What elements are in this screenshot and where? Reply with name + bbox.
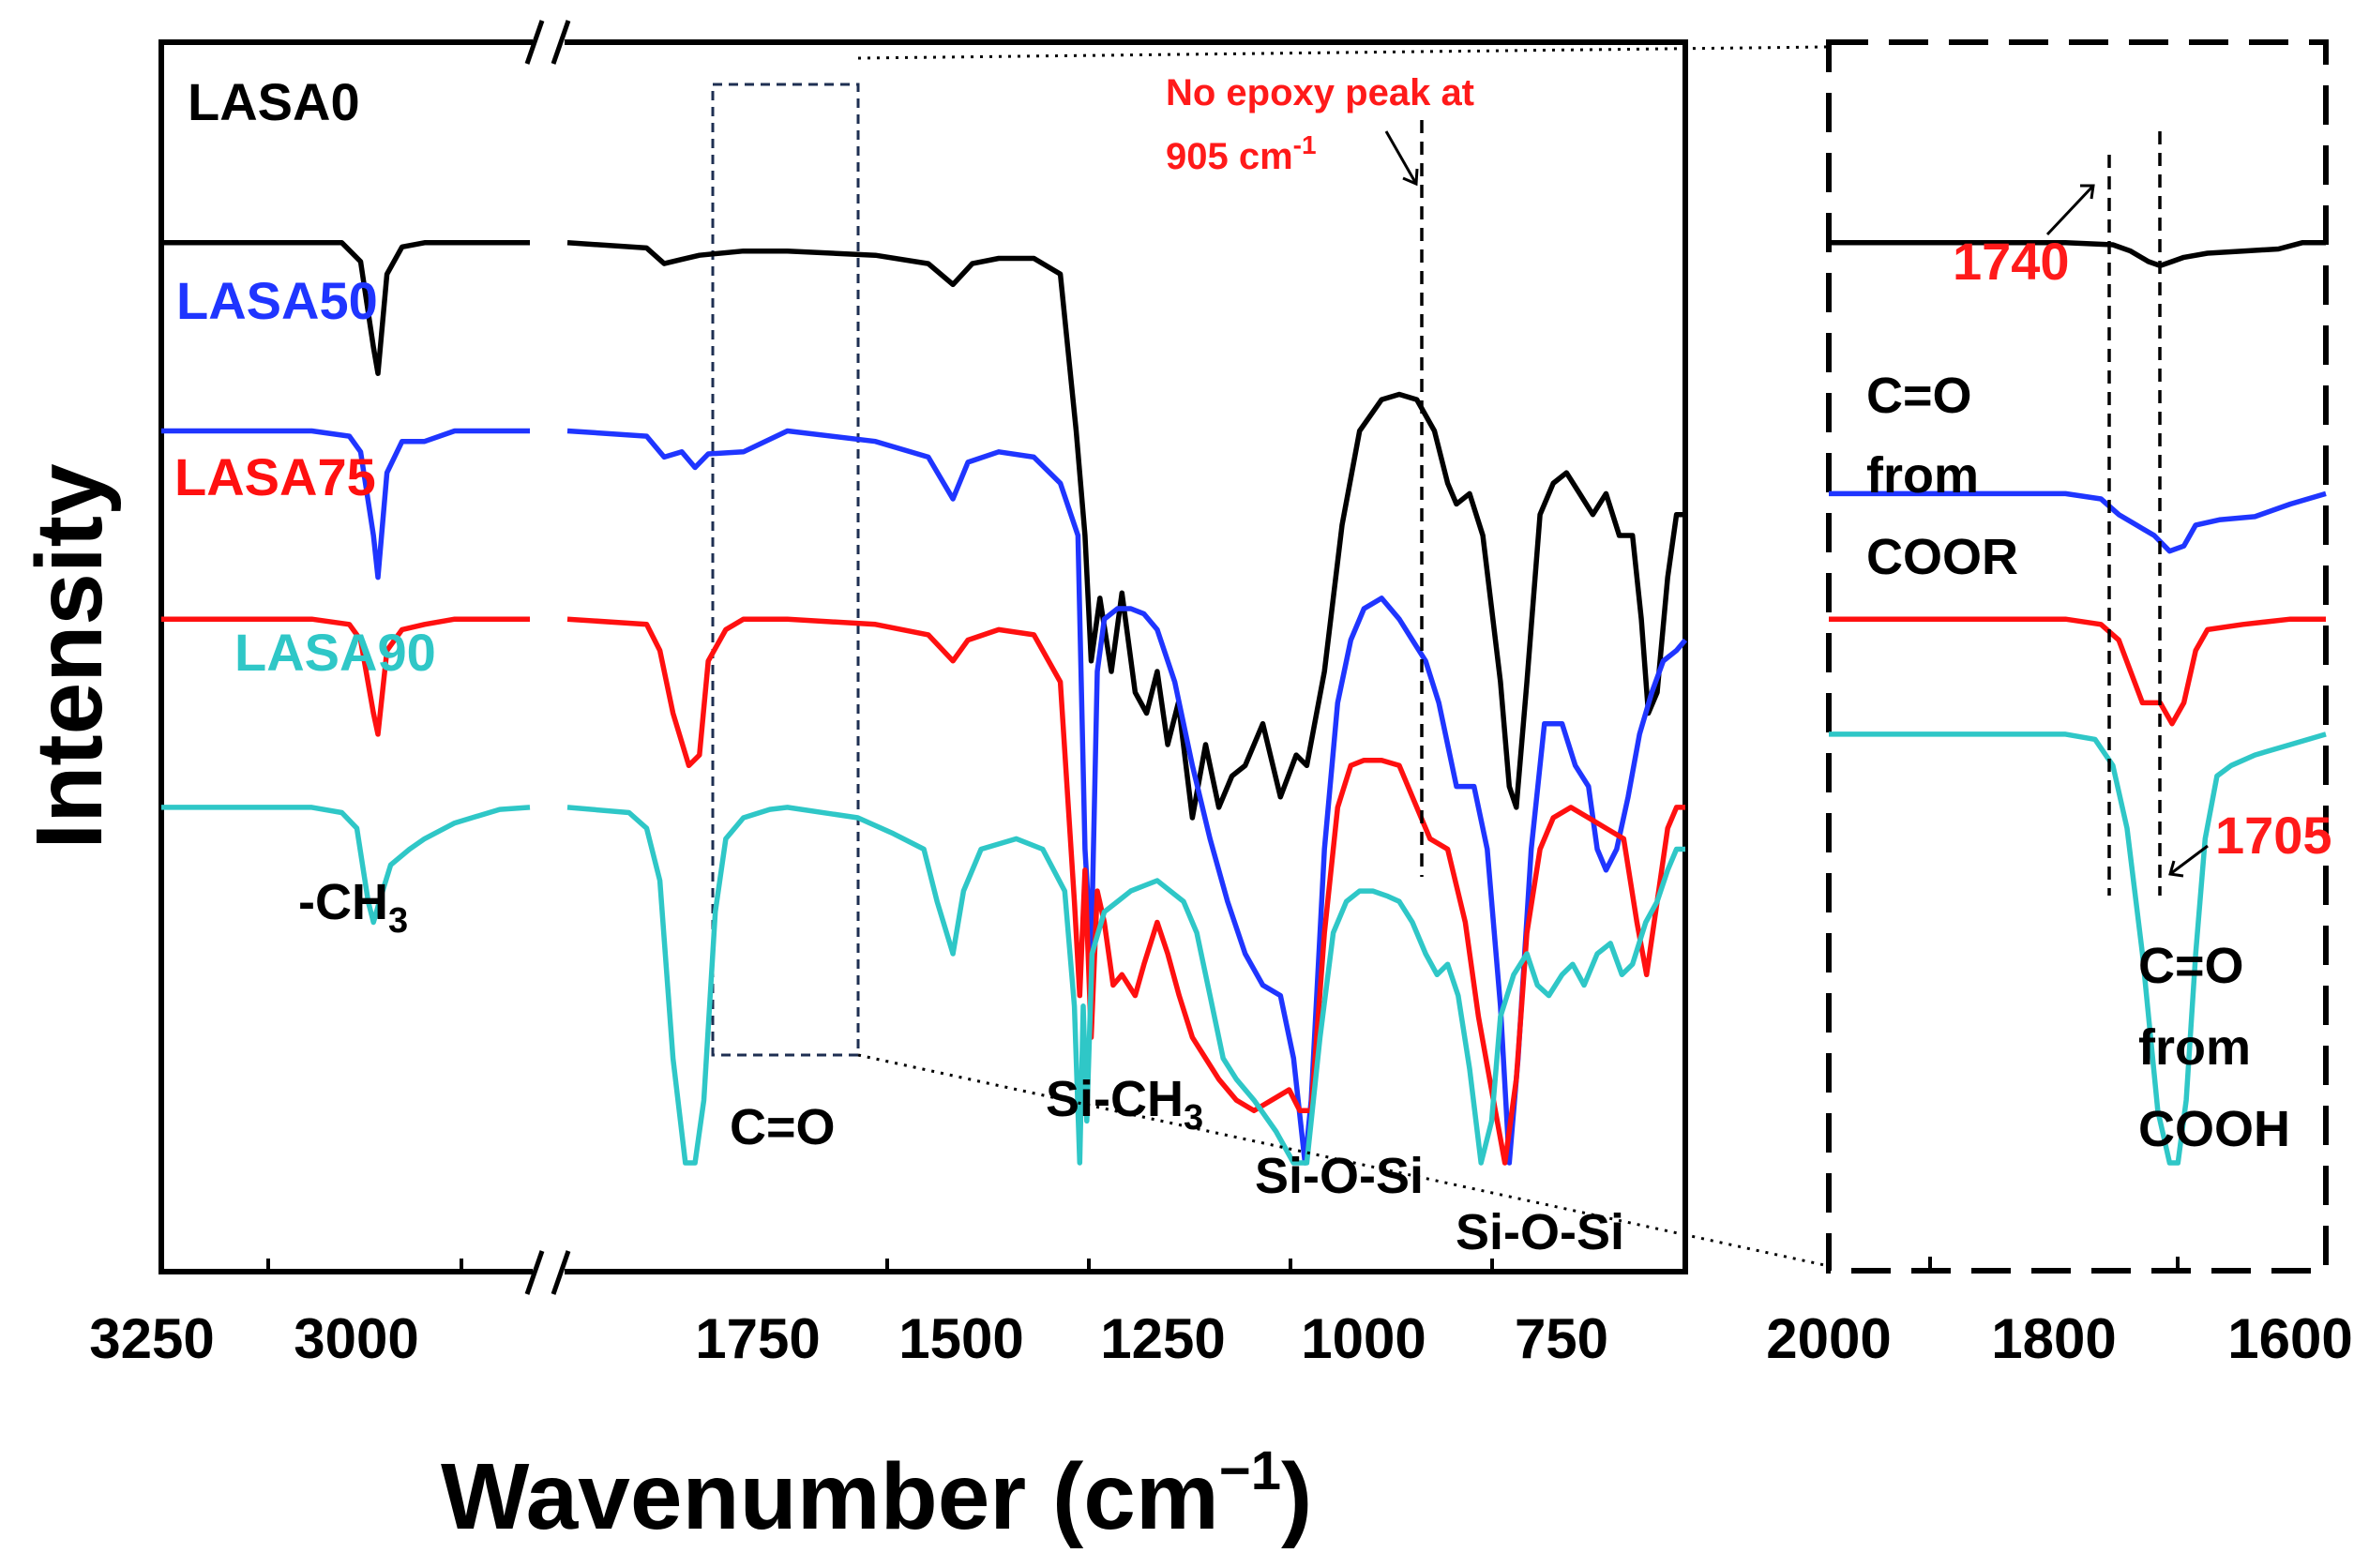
cooh-label-line1: C=O — [2138, 938, 2244, 994]
label-1705: 1705 — [2215, 806, 2332, 865]
inset-trace-lasa50 — [1829, 490, 2327, 554]
arrow-1740 — [2045, 184, 2095, 236]
inset-xtick-1800: 1800 — [1991, 1307, 2116, 1370]
inset-traces — [1829, 240, 2327, 1166]
coor-label: C=O from COOR — [1866, 368, 2018, 585]
x-axis-title: Wavenumber (cm−1) — [441, 1440, 1312, 1549]
cooh-label: C=O from COOH — [2138, 938, 2290, 1157]
annotation-siosi-2: Si-O-Si — [1456, 1204, 1624, 1260]
annotation-sich3-sub: 3 — [1184, 1098, 1203, 1138]
arrow-1705 — [2168, 844, 2209, 878]
trace-lasa75-seg0 — [161, 616, 530, 737]
epoxy-arrow — [1384, 130, 1419, 187]
inset-minor-ticks — [1928, 1257, 2180, 1271]
main-traces — [161, 240, 1688, 1166]
coor-label-line1: C=O — [1866, 368, 1972, 424]
trace-lasa75-seg1 — [566, 616, 1685, 1166]
annotation-co: C=O — [730, 1099, 836, 1155]
annotation-ch3-main: -CH — [298, 874, 388, 930]
cooh-label-line2: from — [2138, 1019, 2251, 1076]
xtick-1500: 1500 — [898, 1307, 1023, 1370]
epoxy-label-sup: -1 — [1293, 130, 1317, 159]
trace-lasa0-seg1 — [566, 240, 1685, 821]
annotation-siosi-1: Si-O-Si — [1255, 1148, 1424, 1204]
annotation-ch3-sub: 3 — [388, 901, 408, 941]
coor-label-line3: COOR — [1866, 529, 2018, 585]
epoxy-label-line1: No epoxy peak at — [1166, 72, 1474, 113]
inset-frame — [1826, 39, 2329, 1274]
inset-trace-lasa75 — [1829, 616, 2326, 727]
xtick-1000: 1000 — [1301, 1307, 1426, 1370]
annotation-sich3-main: Si-CH — [1046, 1071, 1184, 1127]
inset-trace-lasa90 — [1829, 731, 2327, 1166]
xtick-750: 750 — [1515, 1307, 1608, 1370]
axis-break-top — [524, 20, 571, 65]
y-axis-title: Intensity — [17, 463, 122, 850]
series-label-lasa75: LASA75 — [174, 447, 376, 506]
inset-xtick-2000: 2000 — [1766, 1307, 1891, 1370]
series-label-lasa0: LASA0 — [188, 72, 360, 131]
connector-bottom — [857, 1053, 1830, 1268]
zoom-box — [711, 83, 860, 1057]
label-1740: 1740 — [1953, 232, 2070, 291]
connector-top — [857, 45, 1830, 60]
axis-break-bottom — [524, 1250, 571, 1295]
inset-panel: 1740 1705 C=O from COOR C=O from COOH 20… — [857, 39, 2353, 1370]
series-label-lasa50: LASA50 — [176, 271, 378, 330]
annotation-sich3: Si-CH3 — [1046, 1071, 1203, 1138]
epoxy-label-value: 905 cm — [1166, 136, 1293, 177]
xtick-1250: 1250 — [1100, 1307, 1225, 1370]
x-axis-title-close: ) — [1281, 1444, 1312, 1549]
minor-ticks-bottom — [266, 1259, 1494, 1272]
epoxy-label-line2: 905 cm-1 — [1166, 130, 1317, 177]
inset-xtick-1600: 1600 — [2227, 1307, 2352, 1370]
trace-lasa50-seg0 — [161, 428, 530, 580]
xtick-3250: 3250 — [89, 1307, 214, 1370]
series-label-lasa90: LASA90 — [234, 623, 436, 682]
annotation-ch3: -CH3 — [298, 874, 408, 941]
main-xtick-labels: 3250 3000 1750 1500 1250 1000 750 — [89, 1307, 1608, 1370]
trace-lasa90-seg0 — [161, 805, 531, 926]
inset-trace-lasa0 — [1829, 240, 2326, 269]
cooh-label-line3: COOH — [2138, 1101, 2290, 1157]
coor-label-line2: from — [1866, 447, 1979, 504]
inset-xtick-labels: 2000 1800 1600 — [1766, 1307, 2352, 1370]
x-axis-title-sup: −1 — [1219, 1440, 1281, 1501]
trace-lasa90-seg1 — [566, 805, 1685, 1166]
trace-lasa0-seg0 — [161, 240, 530, 376]
x-axis-title-main: Wavenumber (cm — [441, 1444, 1219, 1549]
xtick-3000: 3000 — [294, 1307, 418, 1370]
xtick-1750: 1750 — [695, 1307, 820, 1370]
main-panel: LASA0 LASA50 LASA75 LASA90 -CH3 C=O Si-C… — [89, 20, 1688, 1370]
